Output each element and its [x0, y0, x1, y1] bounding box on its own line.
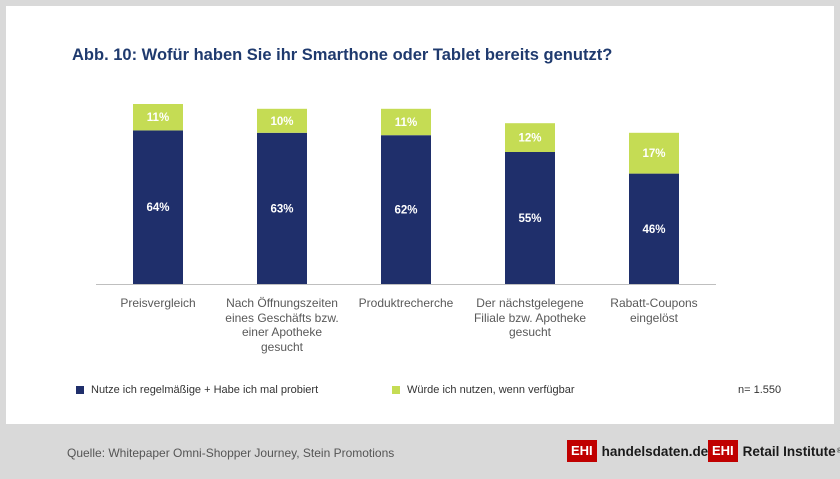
- data-label: 63%: [270, 203, 293, 215]
- data-label: 12%: [518, 133, 541, 145]
- category-label: Preisvergleich: [120, 296, 196, 310]
- ehi-retail-institute-logo: EHI Retail Institute ®: [708, 440, 840, 462]
- data-label: 17%: [642, 148, 665, 160]
- bar-segment-series-2: [257, 108, 307, 133]
- data-label: 11%: [147, 112, 169, 124]
- source-note: Quelle: Whitepaper Omni-Shopper Journey,…: [67, 446, 395, 460]
- data-label: 55%: [518, 213, 541, 225]
- footer: Quelle: Whitepaper Omni-Shopper Journey,…: [0, 424, 840, 479]
- legend-swatch: [392, 386, 400, 394]
- data-label: 64%: [146, 202, 169, 214]
- bar-segment-series-1: [257, 132, 307, 284]
- category-label: Produktrecherche: [358, 296, 454, 310]
- legend-label: Nutze ich regelmäßige + Habe ich mal pro…: [91, 384, 319, 396]
- bar-segment-series-2: [381, 108, 431, 136]
- legend-label: Würde ich nutzen, wenn verfügbar: [407, 384, 575, 396]
- category-label: Nach Öffnungszeiten eines Geschäfts bzw.…: [225, 296, 339, 354]
- ehi-logo-box: EHI: [708, 440, 738, 462]
- legend-swatch: [76, 386, 84, 394]
- legend-item-series-2: Würde ich nutzen, wenn verfügbar: [392, 384, 575, 396]
- data-label: 11%: [395, 117, 417, 129]
- bar-segment-series-1: [629, 173, 679, 284]
- bar-segment-series-2: [629, 132, 679, 174]
- bar-segment-series-1: [505, 152, 555, 284]
- category-label: Rabatt-Coupons eingelöst: [610, 296, 698, 325]
- bar-segment-series-1: [133, 130, 183, 284]
- ehi-logo-box: EHI: [567, 440, 597, 462]
- bar-segment-series-2: [505, 123, 555, 152]
- handelsdaten-logo: EHI handelsdaten.de: [567, 440, 708, 462]
- chart-title: Abb. 10: Wofür haben Sie ihr Smarthone o…: [72, 46, 613, 64]
- data-label: 10%: [270, 116, 293, 128]
- category-label: Der nächstgelegene Filiale bzw. Apotheke…: [473, 296, 587, 339]
- data-label: 62%: [394, 205, 417, 217]
- legend-item-series-1: Nutze ich regelmäßige + Habe ich mal pro…: [76, 384, 318, 396]
- handelsdaten-logo-text: handelsdaten.de: [601, 443, 709, 459]
- registered-mark: ®: [836, 447, 840, 455]
- data-label: 46%: [642, 224, 665, 236]
- sample-size-label: n= 1.550: [738, 384, 782, 396]
- ehi-logo-text: Retail Institute: [742, 443, 836, 459]
- bar-segment-series-1: [381, 135, 431, 284]
- bar-segment-series-2: [133, 104, 183, 131]
